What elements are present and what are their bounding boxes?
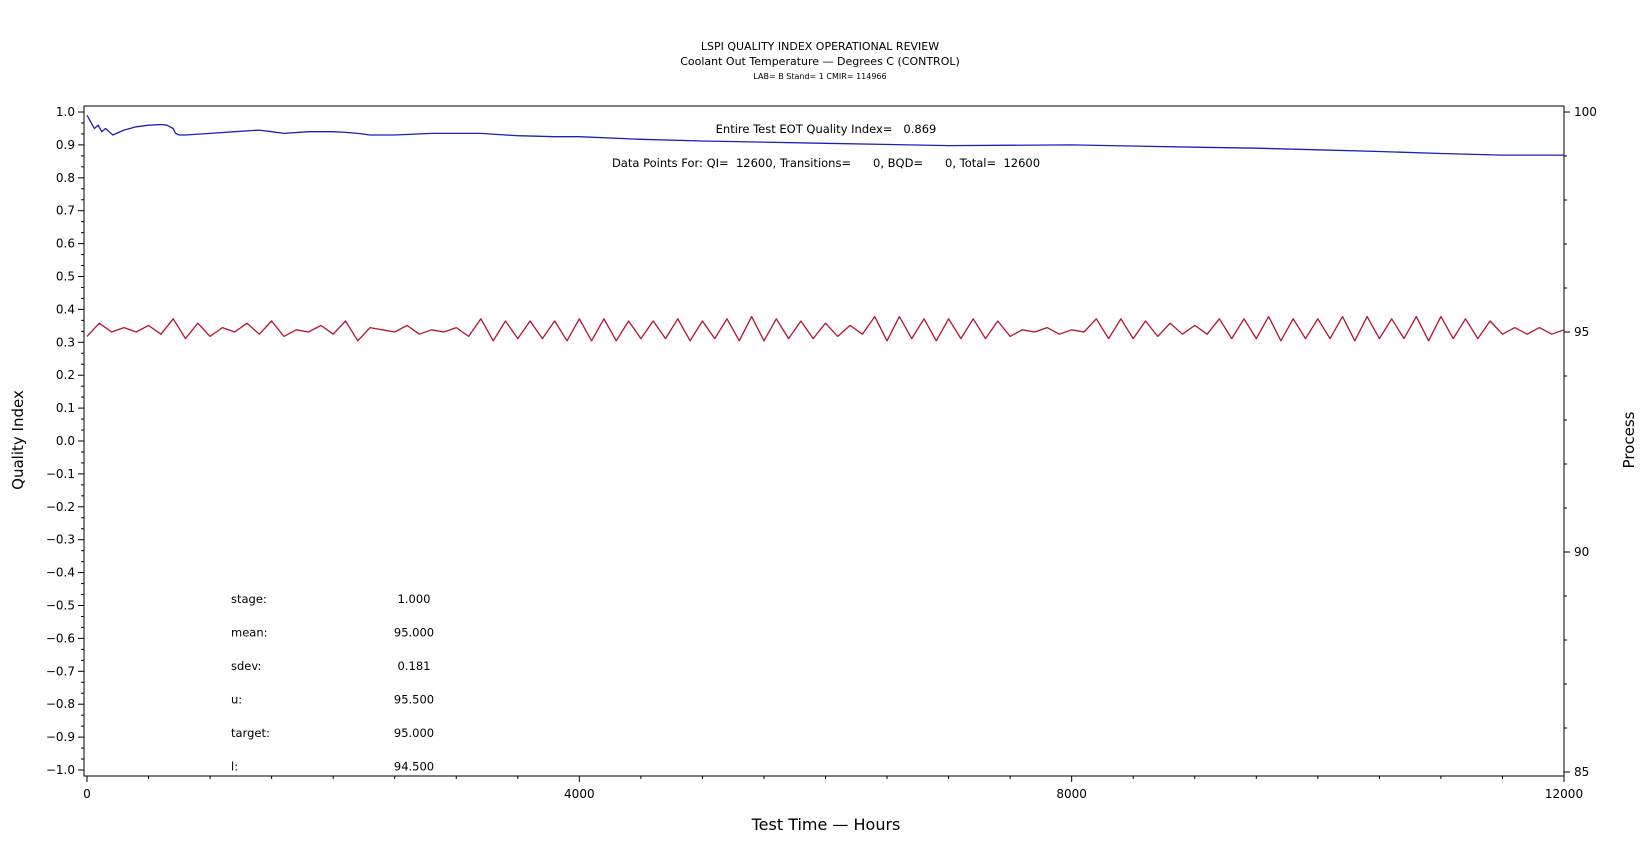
stat-label: l: bbox=[231, 760, 238, 774]
y-right-tick-label: 90 bbox=[1574, 545, 1589, 559]
y-left-tick-label: −0.7 bbox=[46, 664, 75, 678]
x-axis-label: Test Time — Hours bbox=[751, 815, 901, 834]
y-right-tick-label: 100 bbox=[1574, 105, 1597, 119]
y-right-tick-label: 95 bbox=[1574, 325, 1589, 339]
stat-label: sdev: bbox=[231, 659, 261, 673]
x-tick-label: 8000 bbox=[1056, 787, 1087, 801]
left-axis: −1.0 −0.9 −0.8 −0.7 −0.6 −0.5 −0.4 −0.3 −0.2 −0.1… bbox=[46, 105, 84, 777]
y-left-tick-label: 1.0 bbox=[56, 105, 75, 119]
y-left-tick-label: 0.7 bbox=[56, 204, 75, 218]
quality-index-series-line bbox=[86, 114, 1564, 156]
y-left-tick-label: 0.5 bbox=[56, 270, 75, 284]
stat-value: 95.500 bbox=[394, 693, 434, 707]
y-left-tick-label: 0.0 bbox=[56, 434, 75, 448]
y-left-tick-label: −0.6 bbox=[46, 631, 75, 645]
y-left-tick-label: −0.8 bbox=[46, 697, 75, 711]
y-left-tick-label: −0.2 bbox=[46, 500, 75, 514]
y-left-tick-label: 0.1 bbox=[56, 401, 75, 415]
x-tick-label: 12000 bbox=[1545, 787, 1583, 801]
y-left-tick-label: 0.8 bbox=[56, 171, 75, 185]
x-axis: 0 4000 8000 12000 bbox=[83, 776, 1583, 801]
stat-value: 1.000 bbox=[398, 592, 431, 606]
y-left-tick-label: −0.9 bbox=[46, 730, 75, 744]
y-left-tick-label: −0.3 bbox=[46, 533, 75, 547]
y-left-tick-label: −0.1 bbox=[46, 467, 75, 481]
quality-index-annotation: Entire Test EOT Quality Index= 0.869 bbox=[716, 122, 937, 136]
y-left-tick-label: 0.9 bbox=[56, 138, 75, 152]
y-left-tick-label: 0.6 bbox=[56, 237, 75, 251]
y-left-tick-label: −0.5 bbox=[46, 599, 75, 613]
y-left-tick-label: 0.3 bbox=[56, 335, 75, 349]
plot-frame bbox=[83, 105, 1565, 777]
stat-value: 95.000 bbox=[394, 626, 434, 640]
series-layer bbox=[86, 114, 1565, 342]
stat-label: stage: bbox=[231, 592, 267, 606]
y-left-tick-label: −1.0 bbox=[46, 763, 75, 777]
right-axis: 85 90 95 100 bbox=[1564, 105, 1597, 779]
stat-value: 95.000 bbox=[394, 726, 434, 740]
stat-value: 94.500 bbox=[394, 760, 434, 774]
y-left-tick-label: −0.4 bbox=[46, 566, 75, 580]
chart-title: LSPI QUALITY INDEX OPERATIONAL REVIEW bbox=[701, 40, 939, 53]
stat-value: 0.181 bbox=[398, 659, 431, 673]
y-left-tick-label: 0.4 bbox=[56, 302, 75, 316]
stats-table: stage: 1.000 mean: 95.000 sdev: 0.181 u: 95.500… bbox=[231, 592, 434, 774]
data-points-annotation: Data Points For: QI= 12600, Transitions=… bbox=[612, 156, 1040, 170]
process-series-line bbox=[86, 315, 1565, 342]
y-left-tick-label: 0.2 bbox=[56, 368, 75, 382]
y-axis-right-label: Process bbox=[1620, 411, 1638, 468]
y-axis-left-label: Quality Index bbox=[9, 390, 27, 490]
x-tick-label: 4000 bbox=[564, 787, 595, 801]
stat-label: mean: bbox=[231, 626, 268, 640]
chart-subtitle: Coolant Out Temperature — Degrees C (CON… bbox=[680, 55, 960, 68]
chart-subtitle-2: LAB= B Stand= 1 CMIR= 114966 bbox=[753, 72, 886, 81]
x-tick-label: 0 bbox=[83, 787, 91, 801]
stat-label: u: bbox=[231, 693, 242, 707]
y-right-tick-label: 85 bbox=[1574, 765, 1589, 779]
stat-label: target: bbox=[231, 726, 270, 740]
